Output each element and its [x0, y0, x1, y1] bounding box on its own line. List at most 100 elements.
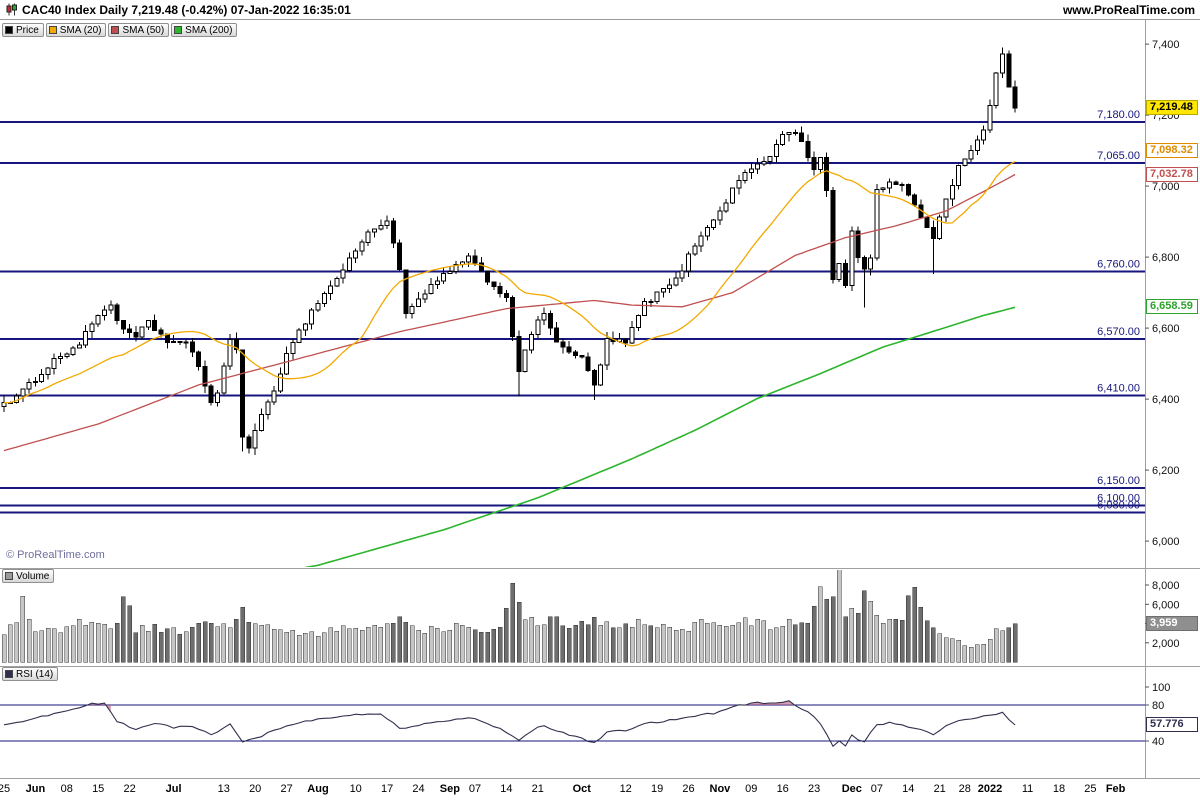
website-link[interactable]: www.ProRealTime.com: [1062, 2, 1195, 17]
candle-body: [334, 277, 340, 287]
volume-bar: [491, 628, 497, 663]
volume-bar: [579, 620, 585, 663]
candle-body: [874, 188, 880, 259]
volume-bar: [868, 600, 873, 663]
candle-body: [158, 329, 164, 335]
candle-body: [642, 300, 648, 316]
time-axis-label: 2022: [978, 783, 1002, 795]
time-axis-label: 14: [902, 783, 914, 795]
volume-bar: [692, 621, 698, 663]
candle-body: [384, 220, 390, 226]
candle-body: [328, 285, 334, 295]
rsi-tick-label: 100: [1152, 682, 1170, 694]
volume-swatch-icon: [5, 572, 13, 580]
candle-body: [290, 342, 296, 355]
legend-sma20[interactable]: SMA (20): [45, 23, 107, 37]
volume-bar: [435, 627, 440, 663]
volume-bar: [384, 623, 390, 663]
candles[interactable]: [1, 47, 1018, 456]
volume-bar: [786, 619, 792, 663]
volume-bar: [33, 631, 38, 663]
price-swatch-icon: [5, 26, 13, 34]
volume-bar: [460, 624, 465, 663]
badge-volume-value: 3,959: [1146, 616, 1198, 631]
legend-price[interactable]: Price: [2, 23, 44, 37]
candle-body: [259, 414, 264, 431]
time-axis-label: 07: [871, 783, 883, 795]
moving-averages: [3, 160, 1016, 567]
time-axis-label: 26: [682, 783, 694, 795]
volume-bar: [397, 616, 402, 663]
volume-bar: [698, 619, 704, 663]
volume-bar: [58, 632, 63, 663]
rsi-axis[interactable]: 100 80 40: [1145, 682, 1170, 748]
volume-bar: [793, 624, 798, 663]
horizontal-levels[interactable]: [0, 121, 1145, 514]
volume-bar: [95, 623, 101, 663]
volume-bar: [227, 627, 233, 663]
volume-bar: [560, 625, 566, 663]
time-axis-label: Nov: [710, 783, 732, 795]
candle-body: [686, 253, 691, 272]
time-axis-label: 24: [412, 783, 424, 795]
volume-bar: [26, 618, 32, 663]
time-axis-label: Sep: [440, 783, 460, 795]
volume-bar: [541, 624, 547, 663]
volume-bar: [278, 629, 283, 663]
rsi-panel[interactable]: [0, 700, 1145, 748]
volume-bar: [165, 628, 170, 663]
candle-body: [704, 227, 710, 237]
legend-sma200[interactable]: SMA (200): [171, 23, 238, 37]
volume-bar: [497, 626, 503, 663]
legend-volume[interactable]: Volume: [2, 569, 55, 583]
candle-body: [761, 160, 767, 165]
time-axis[interactable]: 25 Jun 08 15 22 Jul 13 20 27 Aug 10 17 24 Sep 07 14 21 Oc…: [0, 783, 1126, 795]
main-legend: Price SMA (20) SMA (50) SMA (200): [2, 23, 238, 37]
volume-bar: [64, 626, 70, 663]
candle-body: [497, 285, 503, 294]
legend-price-label: Price: [16, 24, 39, 36]
volume-bar: [365, 626, 371, 663]
candle-body: [673, 277, 679, 286]
chart-title: CAC40 Index Daily 7,219.48 (-0.42%) 07-J…: [22, 2, 351, 17]
candle-body: [943, 198, 949, 218]
volume-bar: [654, 627, 660, 663]
sma200-swatch-icon: [174, 26, 183, 34]
time-axis-label: 15: [92, 783, 104, 795]
volume-bar: [403, 621, 409, 663]
legend-rsi[interactable]: RSI (14): [2, 667, 59, 681]
volume-bar: [190, 626, 195, 663]
volume-bar: [70, 625, 76, 663]
volume-bar: [956, 639, 961, 663]
candle-body: [579, 354, 585, 358]
candle-body: [171, 340, 177, 343]
volume-bar: [981, 644, 986, 663]
volume-bar: [761, 620, 767, 663]
time-axis-label: 14: [500, 783, 512, 795]
candle-body: [447, 270, 453, 275]
volume-bar: [422, 633, 428, 663]
time-axis-label: Jun: [26, 783, 46, 795]
candle-body: [227, 339, 233, 367]
legend-sma50[interactable]: SMA (50): [108, 23, 170, 37]
candle-body: [717, 210, 723, 221]
volume-bar: [183, 631, 189, 663]
volume-bars[interactable]: [1, 566, 1018, 663]
candle-body: [868, 257, 874, 270]
candle-body: [390, 220, 396, 244]
candle-body: [466, 255, 472, 263]
volume-bar: [610, 627, 616, 663]
volume-bar: [924, 620, 930, 663]
volume-bar: [353, 627, 358, 663]
volume-bar: [114, 622, 120, 663]
candle-body: [573, 351, 578, 357]
candle-body: [83, 330, 89, 346]
time-axis-label: 28: [959, 783, 971, 795]
candle-body: [503, 292, 509, 298]
candle-body: [535, 319, 541, 335]
candle-body: [120, 320, 126, 330]
time-axis-label: 12: [620, 783, 632, 795]
